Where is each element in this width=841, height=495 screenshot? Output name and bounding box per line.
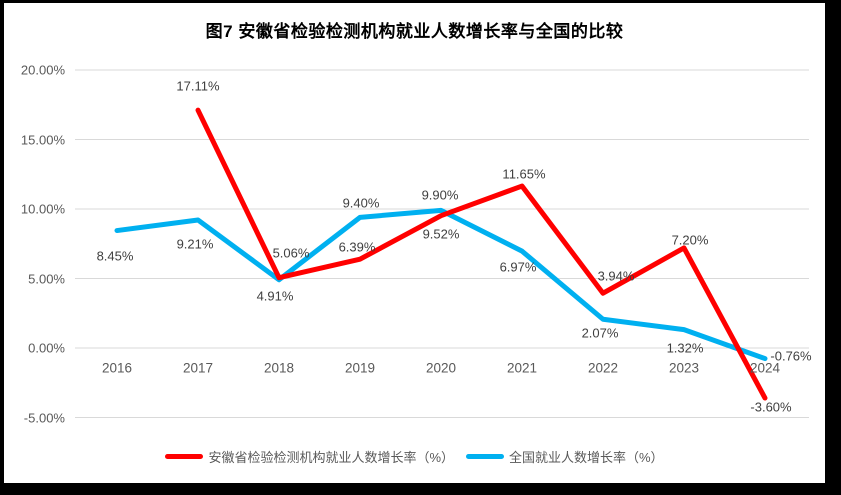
legend-item-anhui: 安徽省检验检测机构就业人数增长率（%） bbox=[165, 447, 454, 466]
legend: 安徽省检验检测机构就业人数增长率（%） 全国就业人数增长率（%） bbox=[4, 447, 825, 466]
chart-title: 图7 安徽省检验检测机构就业人数增长率与全国的比较 bbox=[205, 22, 624, 41]
legend-swatch-national-icon bbox=[466, 454, 504, 459]
legend-label-anhui: 安徽省检验检测机构就业人数增长率（%） bbox=[208, 450, 454, 465]
legend-item-national: 全国就业人数增长率（%） bbox=[466, 447, 664, 466]
series-line bbox=[114, 207, 768, 362]
series-line bbox=[195, 107, 768, 401]
plot-area bbox=[75, 69, 809, 418]
chart-surface: 图7 安徽省检验检测机构就业人数增长率与全国的比较 20.00% 15.00% 10… bbox=[4, 3, 825, 483]
legend-swatch-anhui-icon bbox=[165, 454, 204, 459]
legend-label-national: 全国就业人数增长率（%） bbox=[509, 450, 664, 465]
